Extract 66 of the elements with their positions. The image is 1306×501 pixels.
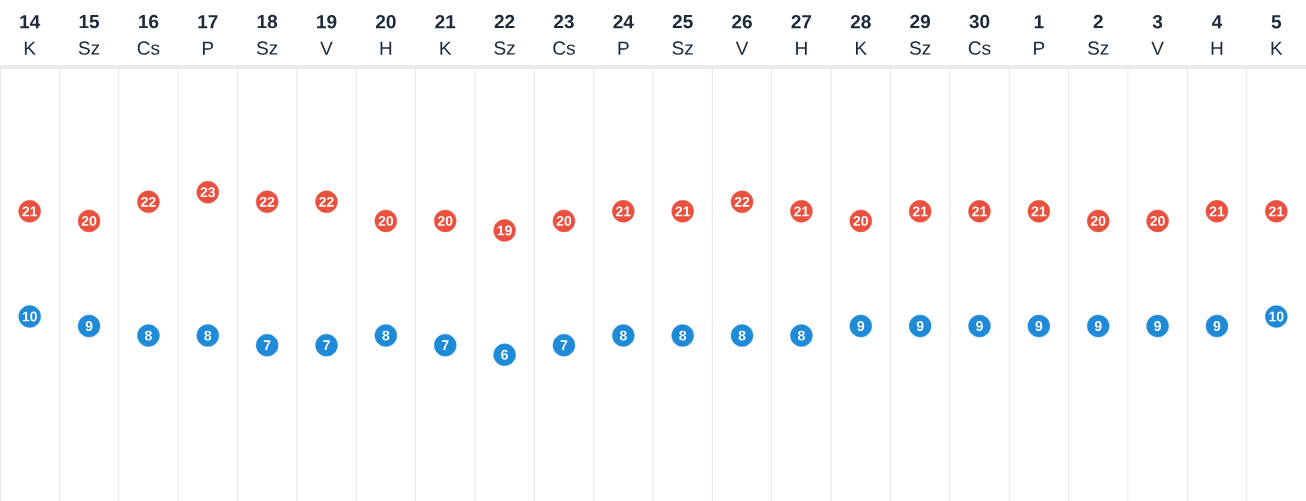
- x-tick-label: 19 V: [317, 15, 337, 55]
- data-label: 22: [259, 196, 275, 207]
- x-tick-label: 14 K: [20, 15, 41, 55]
- data-label: 9: [1094, 321, 1102, 332]
- data-label: 21: [1269, 206, 1284, 217]
- data-label: 20: [378, 215, 394, 226]
- data-label: 22: [141, 196, 156, 207]
- data-label: 7: [263, 340, 271, 350]
- data-label: 19: [497, 225, 512, 236]
- data-label: 8: [619, 330, 627, 341]
- data-label: 21: [1209, 206, 1225, 217]
- x-tick-label: 24 P: [613, 15, 634, 55]
- data-label: 21: [1031, 206, 1047, 217]
- data-label: 6: [501, 349, 508, 360]
- data-label: 21: [616, 206, 631, 217]
- data-label: 22: [319, 196, 334, 207]
- x-tick-label: 5 K: [1271, 15, 1283, 55]
- x-tick-label: 23 Cs: [553, 14, 575, 55]
- data-label: 22: [734, 196, 750, 207]
- x-tick-label: 20 H: [375, 15, 396, 55]
- data-label: 8: [144, 330, 152, 341]
- data-label: 10: [1269, 311, 1284, 322]
- data-label: 9: [916, 321, 924, 332]
- x-tick-label: 21 K: [435, 15, 456, 55]
- data-label: 21: [912, 206, 928, 217]
- data-label: 8: [382, 330, 390, 341]
- x-tick-label: 27 H: [791, 15, 812, 55]
- data-label: 7: [323, 340, 330, 350]
- data-label: 23: [200, 187, 216, 198]
- x-tick-label: 29 Sz: [909, 14, 931, 55]
- data-label: 21: [972, 206, 987, 217]
- data-label: 9: [857, 321, 865, 332]
- data-label: 7: [560, 340, 568, 350]
- data-label: 21: [675, 206, 691, 217]
- x-tick-label: 2 Sz: [1088, 14, 1109, 55]
- data-label: 20: [437, 215, 453, 226]
- x-tick-label: 28 K: [850, 15, 871, 55]
- data-label: 8: [679, 330, 687, 341]
- x-tick-label: 16 Cs: [137, 14, 160, 55]
- data-label: 20: [1090, 215, 1106, 226]
- data-label: 9: [1154, 321, 1161, 332]
- x-tick-label: 4 H: [1211, 15, 1223, 55]
- x-tick-label: 15 Sz: [78, 15, 100, 55]
- data-label: 10: [22, 311, 37, 322]
- data-label: 9: [976, 321, 983, 332]
- data-label: 21: [22, 206, 38, 217]
- data-label: 21: [794, 206, 809, 217]
- data-label: 9: [1035, 321, 1043, 332]
- data-label: 20: [81, 215, 97, 226]
- x-tick-label: 18 Sz: [256, 14, 278, 55]
- x-tick-label: 26 V: [732, 15, 752, 55]
- data-label: 7: [441, 340, 449, 350]
- x-tick-label: 3 V: [1151, 15, 1164, 55]
- data-label: 20: [556, 215, 572, 226]
- x-tick-label: 1 P: [1034, 15, 1045, 55]
- data-label: 9: [1213, 321, 1221, 332]
- x-tick-label: 17 P: [198, 15, 218, 55]
- data-label: 20: [853, 215, 868, 226]
- x-tick-label: 30 Cs: [968, 14, 991, 55]
- data-label: 9: [85, 321, 93, 332]
- x-tick-label: 22 Sz: [494, 14, 515, 55]
- data-label: 8: [738, 330, 746, 341]
- data-label: 8: [204, 330, 212, 341]
- x-tick-label: 25 Sz: [672, 14, 693, 55]
- data-label: 8: [797, 330, 805, 341]
- data-label: 20: [1150, 215, 1165, 226]
